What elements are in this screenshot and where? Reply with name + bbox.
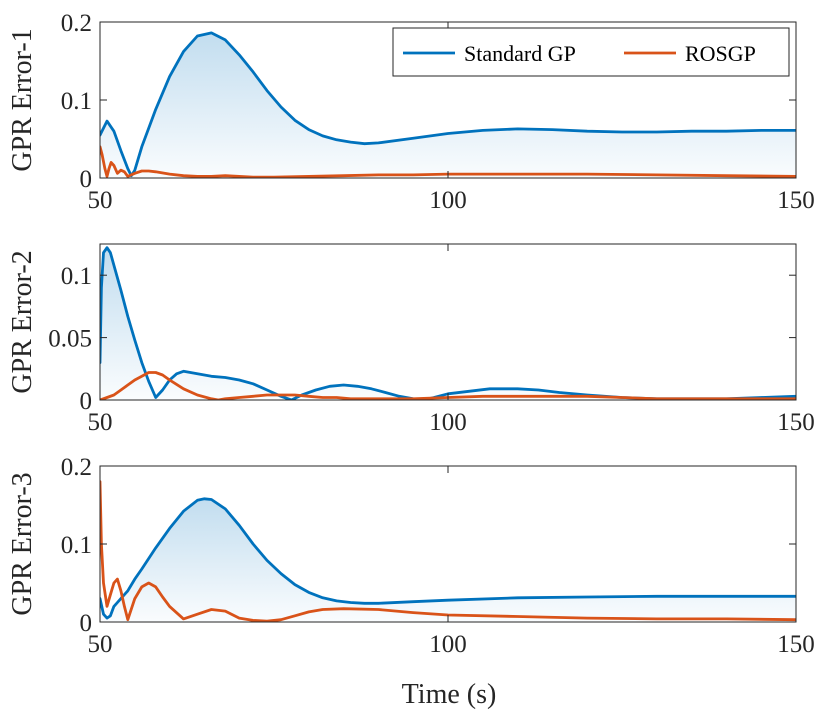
series-group bbox=[100, 31, 796, 178]
legend: Standard GP ROSGP bbox=[392, 27, 790, 77]
x-tick-label: 50 bbox=[88, 631, 113, 658]
series-group bbox=[100, 246, 796, 400]
x-tick-label: 50 bbox=[88, 409, 113, 436]
subplot-2: 50 100 150 0 0.05 0.1 GPR Error-2 bbox=[7, 243, 815, 436]
y-tick-label: 0.05 bbox=[48, 326, 92, 353]
x-axis-label: Time (s) bbox=[402, 679, 497, 710]
y-axis-label: GPR Error-3 bbox=[7, 472, 38, 615]
standard-gp-area bbox=[100, 32, 796, 178]
standard-gp-line bbox=[100, 497, 796, 620]
y-tick-label: 0.2 bbox=[61, 454, 92, 481]
rosgp-line bbox=[100, 145, 796, 178]
subplot-3: 50 100 150 0 0.1 0.2 GPR Error-3 bbox=[7, 454, 815, 658]
standard-gp-area bbox=[100, 498, 796, 622]
x-tick-label: 50 bbox=[88, 187, 113, 214]
x-tick-label: 100 bbox=[429, 187, 467, 214]
x-tick-label: 150 bbox=[777, 187, 815, 214]
plot-area bbox=[100, 244, 796, 400]
y-tick-label: 0 bbox=[80, 610, 93, 637]
y-axis-label: GPR Error-1 bbox=[7, 28, 38, 171]
legend-label-standard-gp: Standard GP bbox=[464, 41, 576, 66]
y-tick-label: 0 bbox=[80, 166, 93, 193]
series-group bbox=[100, 480, 796, 622]
y-axis-label: GPR Error-2 bbox=[7, 250, 38, 393]
x-tick-label: 150 bbox=[777, 409, 815, 436]
y-tick-label: 0.1 bbox=[61, 88, 92, 115]
y-tick-label: 0.1 bbox=[61, 263, 92, 290]
subplot-1: 50 100 150 0 0.1 0.2 GPR Error-1 Standard GP ROS… bbox=[7, 10, 815, 214]
x-tick-label: 100 bbox=[429, 409, 467, 436]
x-tick-label: 150 bbox=[777, 631, 815, 658]
y-tick-label: 0.1 bbox=[61, 532, 92, 559]
rosgp-line bbox=[100, 371, 796, 400]
x-tick-label: 100 bbox=[429, 631, 467, 658]
standard-gp-line bbox=[100, 31, 796, 178]
rosgp-line bbox=[100, 480, 796, 622]
standard-gp-area bbox=[100, 247, 796, 400]
y-tick-label: 0 bbox=[80, 388, 93, 415]
legend-box bbox=[392, 27, 790, 77]
legend-label-rosgp: ROSGP bbox=[685, 41, 756, 66]
y-tick-label: 0.2 bbox=[61, 10, 92, 37]
